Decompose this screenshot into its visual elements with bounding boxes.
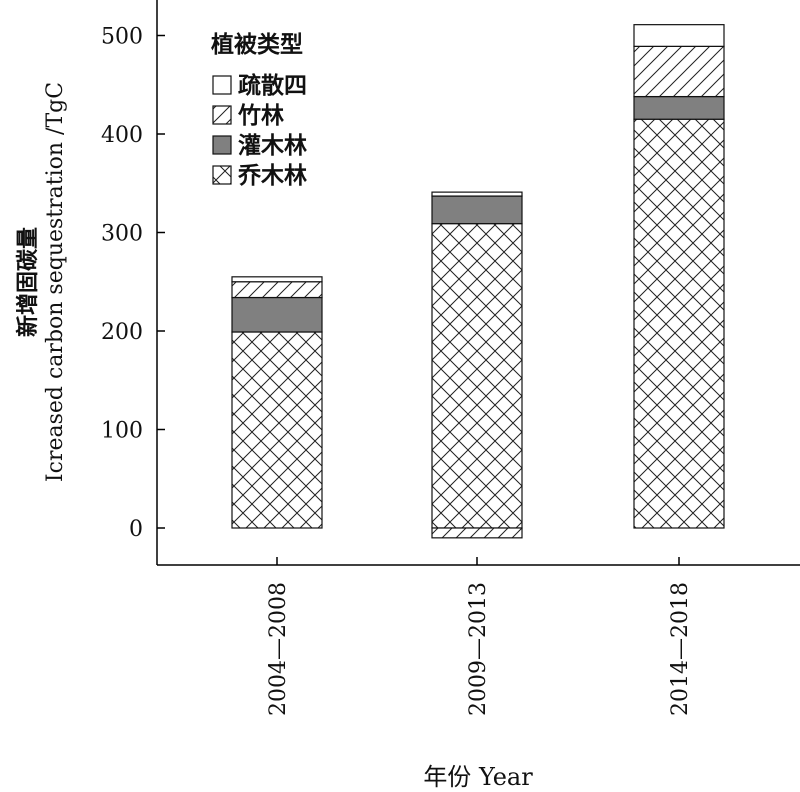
legend-title: 植被类型: [211, 31, 303, 58]
legend-swatch: [212, 105, 232, 125]
bar-segment: [431, 191, 523, 197]
legend-label: 竹林: [237, 102, 284, 129]
y-tick-label: 400: [101, 123, 143, 148]
legend-swatch: [212, 165, 232, 185]
legend-swatch: [212, 75, 232, 95]
bar-segment: [633, 95, 725, 120]
y-tick-label: 0: [129, 517, 143, 542]
legend-label: 疏散四: [238, 72, 307, 99]
y-tick-label: 100: [101, 419, 143, 444]
legend-label: 乔木林: [237, 162, 307, 189]
y-axis-label: 新增固碳量: [15, 227, 41, 337]
y-tick-label: 300: [101, 222, 143, 247]
legend-label: 灌木林: [238, 132, 307, 159]
bar-segment: [231, 296, 323, 333]
bar-segment: [633, 24, 725, 47]
y-ticks: 0 100 200 300 400 500: [101, 25, 165, 542]
x-axis-label: 年份 Year: [423, 763, 533, 791]
bar-segment: [633, 45, 725, 98]
bar-segment: [633, 118, 725, 529]
axes: [156, 0, 800, 566]
legend-swatch: [212, 135, 232, 155]
x-ticks: 2004—2008 2009—2013 2014—2018: [266, 557, 693, 716]
x-tick-label: 2004—2008: [266, 582, 291, 716]
y-tick-label: 500: [101, 25, 143, 50]
y-axis-label-en: Icreased carbon sequestration /TgC: [43, 82, 68, 482]
bar-segment: [431, 223, 523, 529]
x-tick-label: 2014—2018: [668, 582, 693, 716]
bar-segment: [231, 331, 323, 529]
y-axis-label-cn: 新增固碳量: [15, 227, 41, 337]
bar-segment: [431, 527, 523, 539]
y-tick-label: 200: [101, 320, 143, 345]
bar-segment: [231, 281, 323, 299]
bar-segment: [231, 276, 323, 283]
x-tick-label: 2009—2013: [466, 582, 491, 716]
bars: [231, 24, 725, 539]
bar-segment: [431, 195, 523, 225]
